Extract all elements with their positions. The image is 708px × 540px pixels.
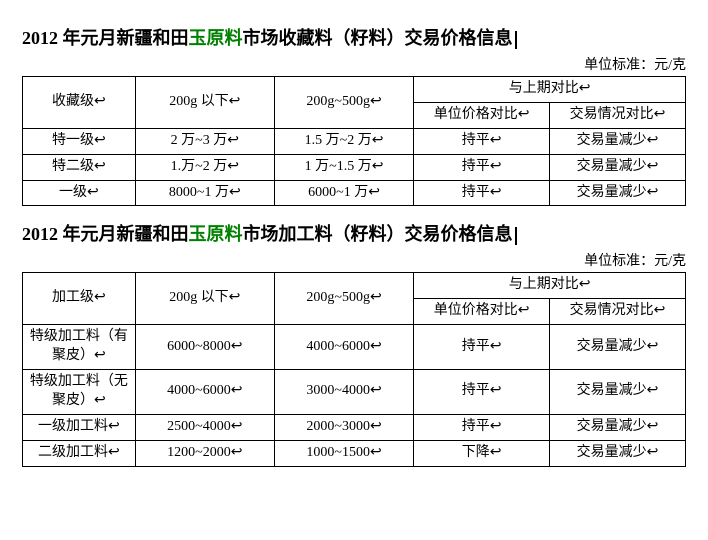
table-cell: 4000~6000↩ [135,370,274,415]
table-cell: 持平↩ [414,370,550,415]
title-part: 2012 年元月新疆和田 [22,224,189,244]
table-cell: 1.万~2 万↩ [135,154,274,180]
cursor-mark [515,227,517,245]
table-cell: 3000~4000↩ [274,370,413,415]
table-cell: 2 万~3 万↩ [135,128,274,154]
table-cell: 交易量减少↩ [550,325,686,370]
table-cell: 交易量减少↩ [550,128,686,154]
table-cell: 交易量减少↩ [550,154,686,180]
table-cell: 1200~2000↩ [135,440,274,466]
table-cell: 持平↩ [414,414,550,440]
table-cell: 特二级↩ [23,154,136,180]
title-highlight: 玉原料 [189,28,243,48]
header-compare: 与上期对比↩ [414,77,686,103]
table-cell: 1 万~1.5 万↩ [274,154,413,180]
title-part: 2012 年元月新疆和田 [22,28,189,48]
header-weight2: 200g~500g↩ [274,273,413,325]
table-cell: 4000~6000↩ [274,325,413,370]
table-cell: 一级↩ [23,180,136,206]
table-row: 一级加工料↩2500~4000↩2000~3000↩持平↩交易量减少↩ [23,414,686,440]
title-part: 市场加工料（籽料）交易价格信息 [243,224,513,244]
table-processing: 加工级↩ 200g 以下↩ 200g~500g↩ 与上期对比↩ 单位价格对比↩ … [22,272,686,466]
table-cell: 一级加工料↩ [23,414,136,440]
header-weight2: 200g~500g↩ [274,77,413,129]
table-header-row: 收藏级↩ 200g 以下↩ 200g~500g↩ 与上期对比↩ [23,77,686,103]
table-cell: 1000~1500↩ [274,440,413,466]
title-processing: 2012 年元月新疆和田玉原料市场加工料（籽料）交易价格信息 [22,220,686,246]
table-cell: 交易量减少↩ [550,414,686,440]
table-row: 一级↩8000~1 万↩6000~1 万↩持平↩交易量减少↩ [23,180,686,206]
table-cell: 6000~1 万↩ [274,180,413,206]
table-cell: 8000~1 万↩ [135,180,274,206]
table-cell: 持平↩ [414,325,550,370]
table-cell: 交易量减少↩ [550,440,686,466]
table-cell: 1.5 万~2 万↩ [274,128,413,154]
cursor-mark [515,31,517,49]
table-row: 二级加工料↩1200~2000↩1000~1500↩下降↩交易量减少↩ [23,440,686,466]
table-row: 特一级↩2 万~3 万↩1.5 万~2 万↩持平↩交易量减少↩ [23,128,686,154]
section-processing: 2012 年元月新疆和田玉原料市场加工料（籽料）交易价格信息 单位标准：元/克 … [22,220,686,466]
title-part: 市场收藏料（籽料）交易价格信息 [243,28,513,48]
header-grade: 加工级↩ [23,273,136,325]
header-deal: 交易情况对比↩ [550,299,686,325]
table-cell: 特级加工料（有聚皮）↩ [23,325,136,370]
header-deal: 交易情况对比↩ [550,102,686,128]
header-weight1: 200g 以下↩ [135,273,274,325]
table-cell: 6000~8000↩ [135,325,274,370]
table-cell: 交易量减少↩ [550,180,686,206]
table-cell: 2500~4000↩ [135,414,274,440]
table-cell: 二级加工料↩ [23,440,136,466]
table-cell: 2000~3000↩ [274,414,413,440]
header-weight1: 200g 以下↩ [135,77,274,129]
title-collection: 2012 年元月新疆和田玉原料市场收藏料（籽料）交易价格信息 [22,24,686,50]
table-cell: 下降↩ [414,440,550,466]
header-grade: 收藏级↩ [23,77,136,129]
table-row: 特二级↩1.万~2 万↩1 万~1.5 万↩持平↩交易量减少↩ [23,154,686,180]
title-highlight: 玉原料 [189,224,243,244]
table-cell: 交易量减少↩ [550,370,686,415]
table-row: 特级加工料（无聚皮）↩4000~6000↩3000~4000↩持平↩交易量减少↩ [23,370,686,415]
table-cell: 持平↩ [414,154,550,180]
tbody-collection: 特一级↩2 万~3 万↩1.5 万~2 万↩持平↩交易量减少↩特二级↩1.万~2… [23,128,686,206]
section-collection: 2012 年元月新疆和田玉原料市场收藏料（籽料）交易价格信息 单位标准：元/克 … [22,24,686,206]
table-header-row: 加工级↩ 200g 以下↩ 200g~500g↩ 与上期对比↩ [23,273,686,299]
header-compare: 与上期对比↩ [414,273,686,299]
table-cell: 特级加工料（无聚皮）↩ [23,370,136,415]
header-price: 单位价格对比↩ [414,299,550,325]
table-collection: 收藏级↩ 200g 以下↩ 200g~500g↩ 与上期对比↩ 单位价格对比↩ … [22,76,686,206]
unit-label: 单位标准：元/克 [22,54,686,74]
table-cell: 持平↩ [414,180,550,206]
table-row: 特级加工料（有聚皮）↩6000~8000↩4000~6000↩持平↩交易量减少↩ [23,325,686,370]
unit-label: 单位标准：元/克 [22,250,686,270]
table-cell: 持平↩ [414,128,550,154]
tbody-processing: 特级加工料（有聚皮）↩6000~8000↩4000~6000↩持平↩交易量减少↩… [23,325,686,466]
table-cell: 特一级↩ [23,128,136,154]
header-price: 单位价格对比↩ [414,102,550,128]
